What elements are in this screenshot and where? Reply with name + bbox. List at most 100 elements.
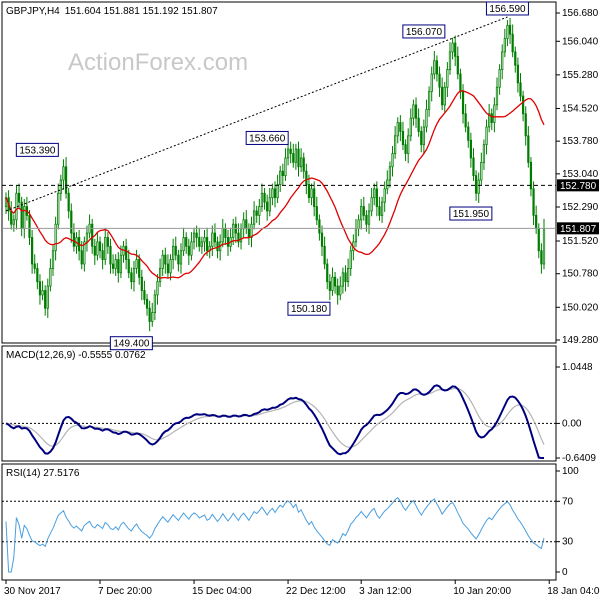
- candle: [472, 148, 475, 181]
- candle: [493, 97, 496, 133]
- candle-body: [132, 268, 136, 283]
- chart-title: GBPJPY,H4 151.604 151.881 151.192 151.807: [6, 6, 218, 17]
- candle-body: [417, 117, 420, 132]
- candle: [64, 157, 68, 199]
- candle: [501, 44, 504, 80]
- time-tick-label: 10 Jan 20:00: [453, 586, 511, 597]
- candle: [242, 212, 245, 239]
- candle: [111, 254, 115, 274]
- candle-body: [498, 69, 501, 88]
- price-annotation: 156.070: [402, 24, 446, 39]
- candle: [511, 24, 514, 58]
- candle: [438, 66, 441, 97]
- candle: [532, 181, 535, 226]
- candle: [49, 258, 52, 292]
- candle: [529, 157, 533, 197]
- trendline: [5, 16, 508, 212]
- rsi-panel: [1, 463, 557, 581]
- candle-body: [187, 245, 190, 256]
- candle: [203, 229, 206, 252]
- candle: [117, 252, 120, 283]
- candle-body: [268, 197, 271, 212]
- macd-panel: [1, 345, 557, 462]
- candle-body: [266, 201, 269, 212]
- candle: [331, 267, 334, 296]
- candle-body: [328, 281, 331, 291]
- candle-body: [216, 241, 219, 252]
- candle-body: [51, 250, 55, 269]
- candle: [289, 141, 292, 164]
- candle-body: [203, 237, 206, 243]
- candle: [461, 84, 465, 124]
- candle-body: [370, 197, 373, 212]
- candle: [399, 115, 402, 142]
- candle: [161, 249, 164, 276]
- annotation-box: [15, 142, 59, 157]
- candle-body: [367, 210, 371, 225]
- candle-body: [93, 245, 96, 256]
- candle: [36, 263, 39, 290]
- candle-body: [401, 131, 405, 146]
- macd-tick-label: 0.00: [562, 418, 582, 429]
- candle: [85, 225, 89, 252]
- candle: [156, 274, 159, 305]
- candle: [341, 267, 345, 294]
- candle-body: [315, 206, 318, 221]
- candle: [323, 236, 326, 270]
- candle: [430, 66, 433, 102]
- price-tick-label: 152.290: [562, 202, 599, 213]
- candle: [414, 97, 418, 128]
- candle-body: [226, 237, 230, 247]
- candle: [211, 225, 214, 257]
- annotation-box: [287, 301, 331, 316]
- candle-body: [179, 250, 183, 265]
- candle-body: [172, 245, 175, 260]
- candle-body: [177, 254, 180, 265]
- candle: [109, 238, 112, 274]
- macd-title: MACD(12,26,9) -0.5555 0.0762: [6, 350, 146, 361]
- price-layer: 153.390 149.400 153.660 150.180 156.070 151.9…: [2, 1, 556, 351]
- candle: [467, 121, 470, 148]
- candle-body: [495, 86, 499, 106]
- candle: [72, 223, 76, 252]
- candle: [527, 126, 530, 168]
- candle: [344, 265, 347, 292]
- candle: [252, 201, 256, 230]
- candle-body: [414, 104, 418, 119]
- candle: [378, 196, 381, 221]
- annotation-box: [245, 130, 289, 145]
- rsi-tick-label: 100: [562, 466, 579, 477]
- candle-body: [98, 241, 102, 252]
- candle: [326, 258, 329, 290]
- candle-body: [41, 290, 44, 296]
- candle-body: [59, 179, 62, 194]
- rsi-title: RSI(14) 27.5176: [6, 468, 80, 479]
- candle: [125, 238, 128, 270]
- candle-body: [130, 272, 133, 283]
- candle: [412, 99, 415, 126]
- candle-body: [117, 259, 120, 274]
- price-annotation: 150.180: [287, 301, 331, 316]
- annotation-box: [449, 206, 493, 221]
- candle-body: [211, 232, 214, 247]
- candle-body: [96, 241, 99, 256]
- candle-body: [307, 184, 311, 199]
- candle: [59, 174, 62, 201]
- candle-body: [542, 228, 546, 265]
- candle-body: [213, 232, 217, 243]
- candle-body: [109, 245, 112, 265]
- candle: [187, 238, 190, 265]
- candle-body: [412, 104, 415, 119]
- candle-body: [451, 42, 454, 53]
- candle: [443, 81, 446, 113]
- candle: [51, 245, 55, 276]
- candle-body: [349, 250, 352, 269]
- candle: [357, 214, 360, 237]
- candle: [172, 238, 175, 270]
- candle: [38, 274, 42, 305]
- candle: [477, 172, 480, 204]
- candle-body: [143, 290, 146, 300]
- candle: [132, 260, 136, 292]
- candle: [140, 269, 143, 301]
- candle-body: [365, 214, 368, 225]
